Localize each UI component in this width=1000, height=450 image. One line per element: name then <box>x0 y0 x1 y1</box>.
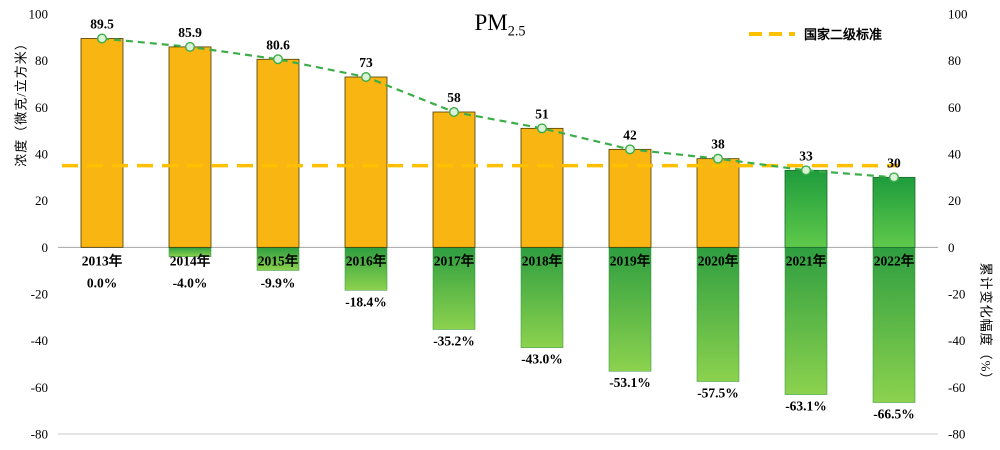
pct-label-2016: -18.4% <box>345 294 387 309</box>
year-label-2013: 2013年 <box>82 252 123 268</box>
left-tick--20: -20 <box>31 287 48 302</box>
value-label-2019: 42 <box>623 127 637 142</box>
concentration-bar-2015 <box>256 58 300 248</box>
pct-label-2014: -4.0% <box>173 275 208 290</box>
year-label-2018: 2018年 <box>522 252 563 268</box>
value-label-2014: 85.9 <box>178 25 202 40</box>
right-tick--80: -80 <box>948 427 965 442</box>
value-label-2015: 80.6 <box>266 37 290 52</box>
left-tick-20: 20 <box>35 193 48 208</box>
change-bar-2021 <box>784 247 828 395</box>
concentration-bar-2013 <box>80 38 124 248</box>
year-label-2020: 2020年 <box>698 252 739 268</box>
value-label-2013: 89.5 <box>90 17 114 32</box>
value-label-2021: 33 <box>799 148 813 163</box>
value-label-2022: 30 <box>887 155 901 170</box>
trend-marker-2016 <box>361 71 372 82</box>
pct-label-2019: -53.1% <box>609 375 651 390</box>
right-tick--60: -60 <box>948 380 965 395</box>
change-bar-2016 <box>344 247 388 291</box>
year-label-2014: 2014年 <box>170 252 211 268</box>
trend-marker-2015 <box>273 54 284 65</box>
right-tick-20: 20 <box>948 193 961 208</box>
concentration-bar-2021 <box>784 169 828 248</box>
trend-marker-2014 <box>184 41 195 52</box>
left-axis-title: 浓度（微克/立方米） <box>13 36 29 167</box>
legend-dash-icon <box>748 31 795 36</box>
trend-marker-2019 <box>625 144 636 155</box>
trend-marker-2021 <box>801 165 812 176</box>
right-tick-80: 80 <box>948 53 961 68</box>
year-label-2016: 2016年 <box>346 252 387 268</box>
left-tick-60: 60 <box>35 100 48 115</box>
year-label-2015: 2015年 <box>258 252 299 268</box>
pct-label-2013: 0.0% <box>87 275 117 290</box>
trend-marker-2013 <box>96 33 107 44</box>
right-tick-0: 0 <box>948 240 955 255</box>
left-tick--80: -80 <box>31 427 48 442</box>
year-label-2021: 2021年 <box>786 252 827 268</box>
trend-marker-2020 <box>713 153 724 164</box>
right-tick-100: 100 <box>948 7 968 22</box>
concentration-bar-2016 <box>344 76 388 248</box>
concentration-bar-2018 <box>520 127 564 248</box>
concentration-trend-line <box>101 37 895 179</box>
trend-marker-2017 <box>449 106 460 117</box>
value-label-2020: 38 <box>711 137 725 152</box>
change-bar-2018 <box>520 247 564 348</box>
trend-marker-2022 <box>889 172 900 183</box>
concentration-bar-2020 <box>696 158 740 248</box>
year-label-2019: 2019年 <box>610 252 651 268</box>
pct-label-2017: -35.2% <box>433 333 475 348</box>
trend-marker-2018 <box>537 123 548 134</box>
pct-label-2022: -66.5% <box>873 407 915 422</box>
year-label-2017: 2017年 <box>434 252 475 268</box>
left-tick--40: -40 <box>31 333 48 348</box>
year-label-2022: 2022年 <box>874 252 915 268</box>
change-bar-2019 <box>608 247 652 372</box>
legend: 国家二级标准 <box>748 24 882 43</box>
right-tick--20: -20 <box>948 287 965 302</box>
right-axis-title: 累计变化幅度（%） <box>978 262 994 387</box>
change-bar-2017 <box>432 247 476 330</box>
legend-label: 国家二级标准 <box>803 27 882 42</box>
value-label-2017: 58 <box>447 90 461 105</box>
value-label-2016: 73 <box>359 55 373 70</box>
right-tick-40: 40 <box>948 147 961 162</box>
left-tick-80: 80 <box>35 53 48 68</box>
left-tick-100: 100 <box>29 7 49 22</box>
pct-label-2015: -9.9% <box>261 275 296 290</box>
right-tick-60: 60 <box>948 100 961 115</box>
pct-label-2021: -63.1% <box>785 399 827 414</box>
concentration-bar-2017 <box>432 111 476 248</box>
change-bar-2020 <box>696 247 740 382</box>
concentration-bar-2022 <box>872 176 916 248</box>
change-bar-2022 <box>872 247 916 403</box>
concentration-bar-2014 <box>168 46 212 248</box>
left-tick-40: 40 <box>35 147 48 162</box>
pct-label-2020: -57.5% <box>697 386 739 401</box>
pct-label-2018: -43.0% <box>521 352 563 367</box>
left-tick-0: 0 <box>42 240 49 255</box>
right-tick--40: -40 <box>948 333 965 348</box>
value-label-2018: 51 <box>535 106 549 121</box>
left-tick--60: -60 <box>31 380 48 395</box>
